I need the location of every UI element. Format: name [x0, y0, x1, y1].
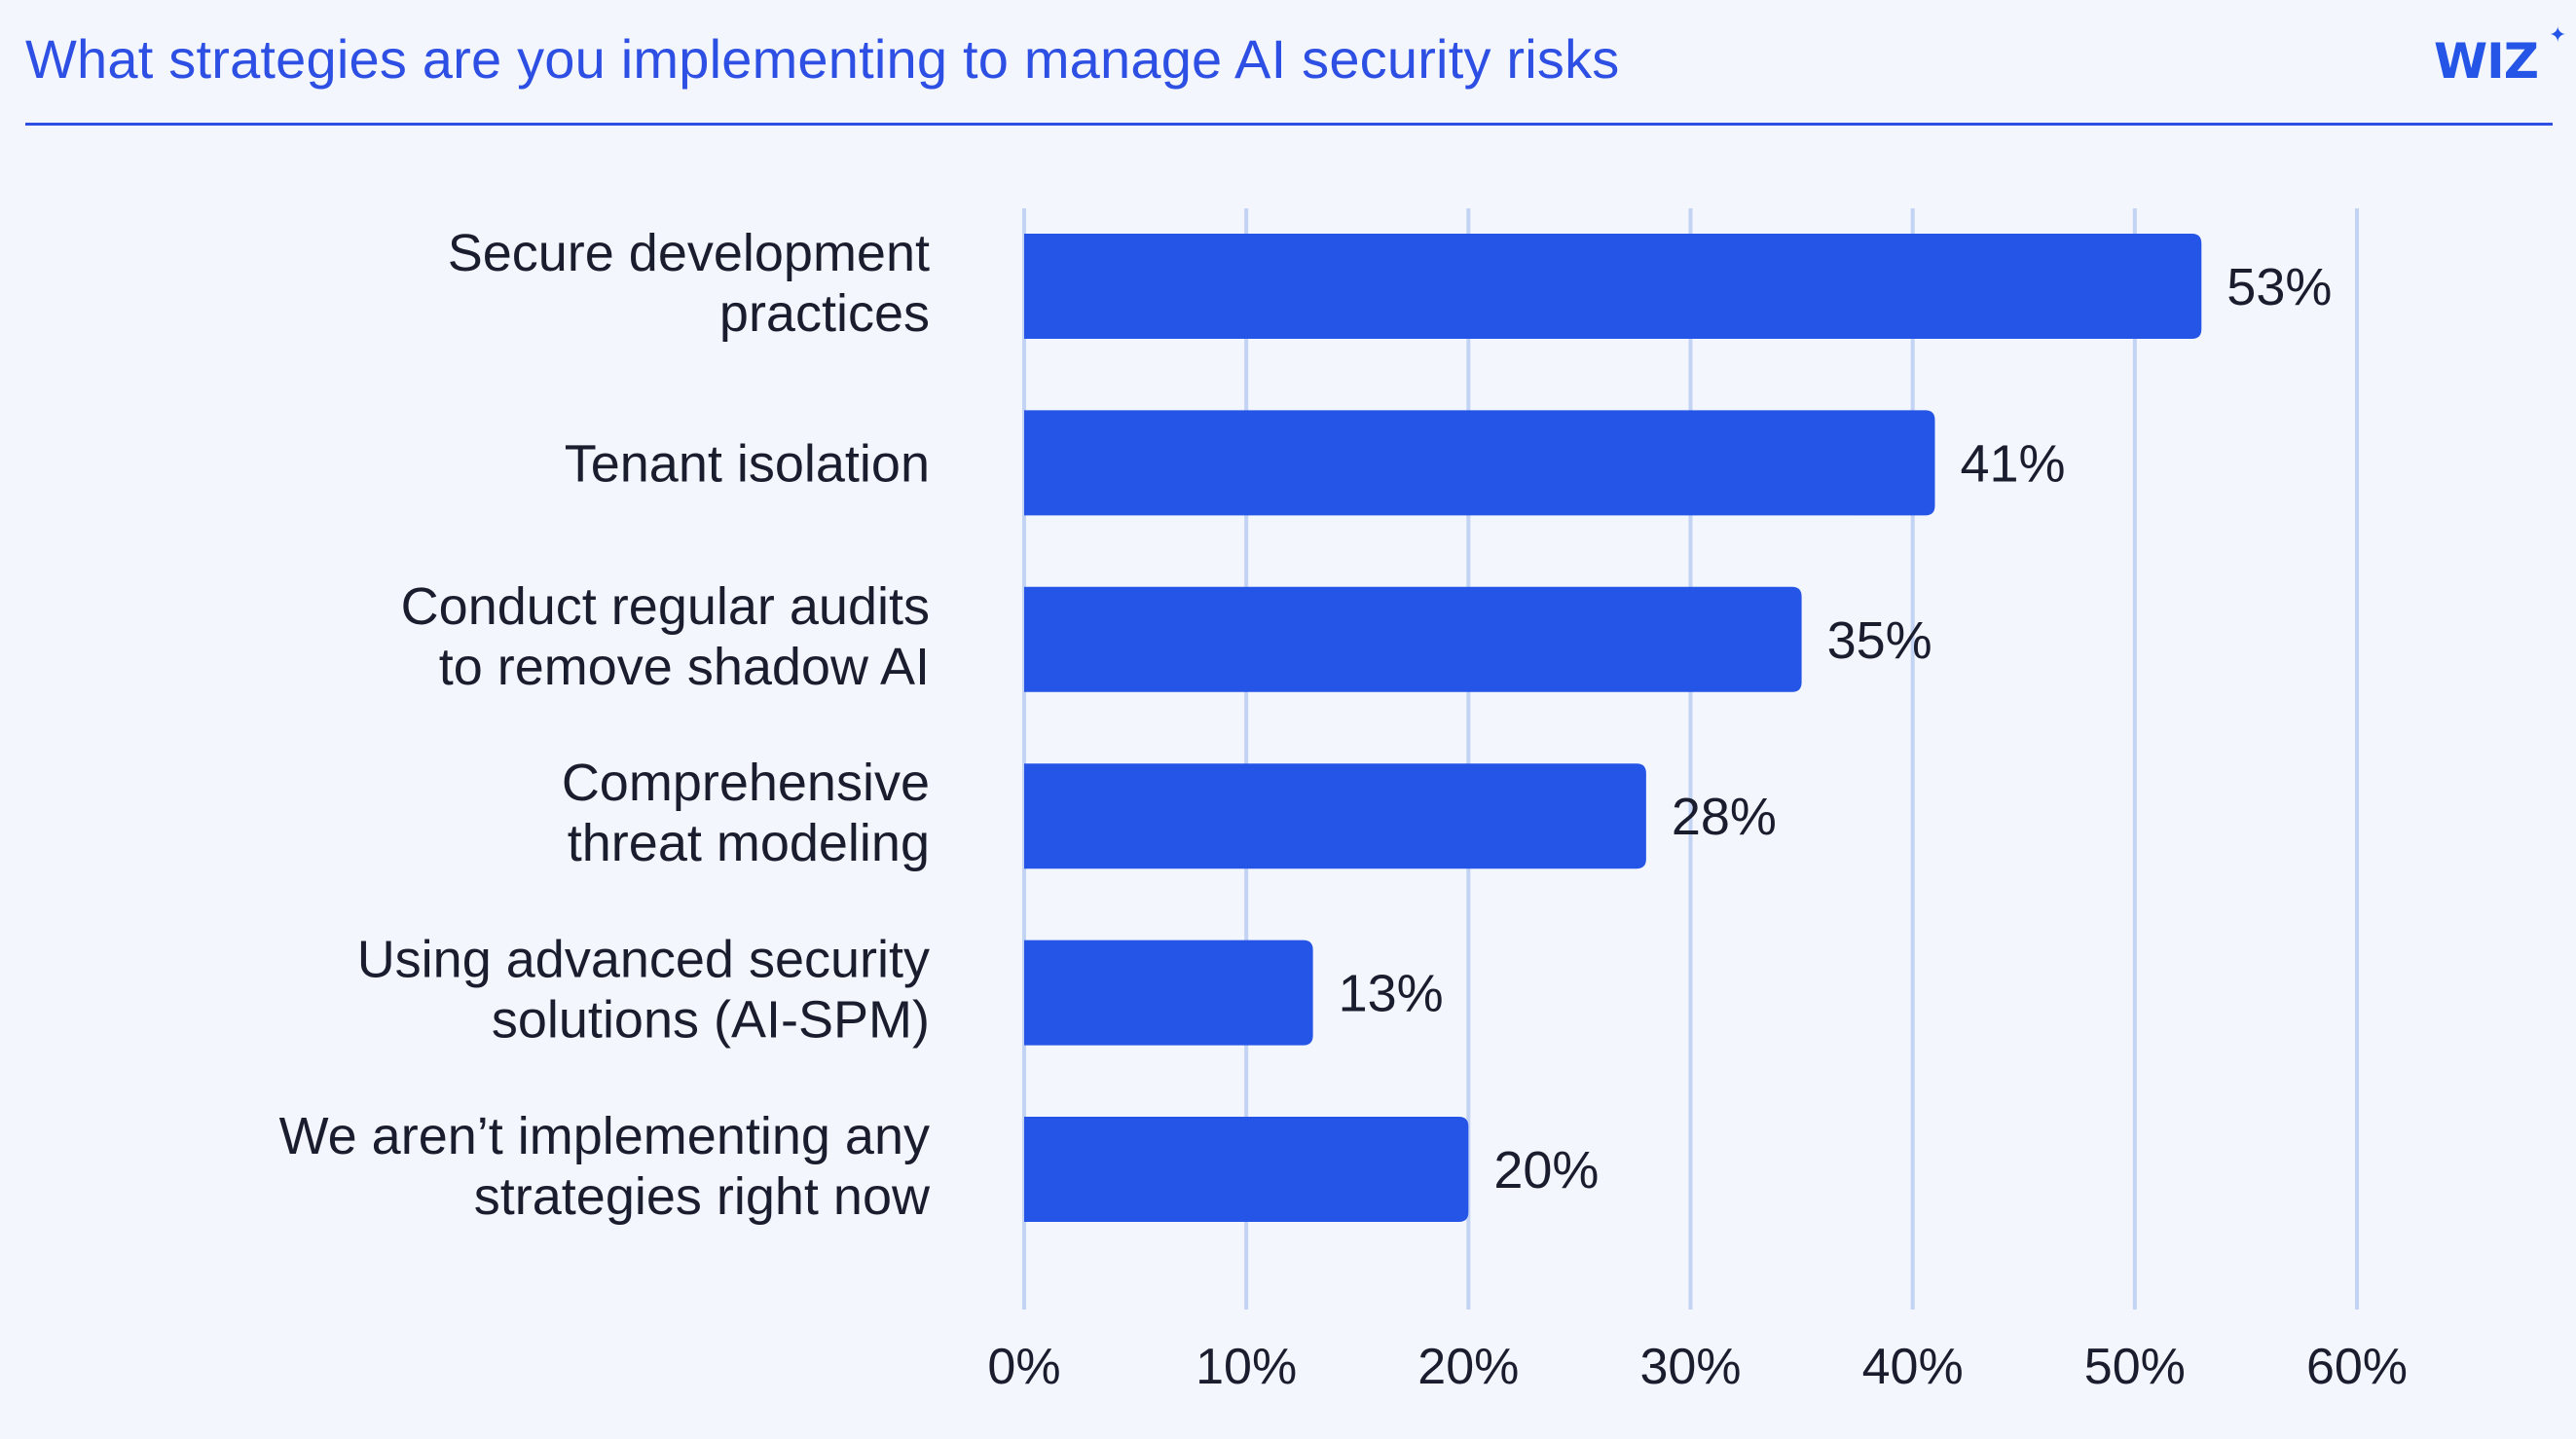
bar — [1024, 763, 1646, 869]
category-label: threat modeling — [568, 814, 930, 872]
value-label: 28% — [1672, 788, 1777, 846]
value-labels: 53% 41% 35% 28% 13% 20% — [1339, 258, 2333, 1199]
bar — [1024, 234, 2202, 339]
value-label: 20% — [1493, 1141, 1599, 1199]
category-label: We aren’t implementing any — [279, 1107, 930, 1165]
value-label: 41% — [1960, 434, 2065, 493]
chart-title: What strategies are you implementing to … — [25, 28, 1620, 90]
bar — [1024, 586, 1802, 692]
bars — [1024, 234, 2202, 1222]
title-divider — [25, 123, 2553, 126]
category-label: Secure development — [448, 224, 930, 282]
x-axis-ticks: 0% 10% 20% 30% 40% 50% 60% — [987, 1339, 2408, 1395]
category-label: Comprehensive — [562, 754, 930, 812]
x-tick-label: 40% — [1862, 1339, 1964, 1395]
category-label: Conduct regular audits — [401, 577, 930, 636]
logo-text: WIZ — [2434, 33, 2539, 90]
category-label: Tenant isolation — [565, 434, 930, 493]
value-label: 13% — [1339, 965, 1444, 1023]
category-label: to remove shadow AI — [439, 638, 930, 696]
value-label: 35% — [1827, 611, 1932, 670]
x-tick-label: 30% — [1639, 1339, 1741, 1395]
sparkle-icon: ✦ — [2549, 23, 2566, 48]
category-label: practices — [719, 284, 930, 343]
value-label: 53% — [2226, 258, 2332, 316]
category-label: solutions (AI-SPM) — [492, 991, 930, 1050]
x-tick-label: 10% — [1196, 1339, 1297, 1395]
bar — [1024, 410, 1935, 516]
category-label: strategies right now — [474, 1167, 931, 1226]
x-tick-label: 60% — [2306, 1339, 2408, 1395]
x-tick-label: 0% — [987, 1339, 1060, 1395]
x-tick-label: 50% — [2084, 1339, 2186, 1395]
wiz-logo: WIZ ✦ — [2434, 23, 2566, 90]
bar — [1024, 1117, 1469, 1222]
bar — [1024, 940, 1313, 1046]
category-label: Using advanced security — [357, 931, 930, 989]
x-tick-label: 20% — [1417, 1339, 1519, 1395]
